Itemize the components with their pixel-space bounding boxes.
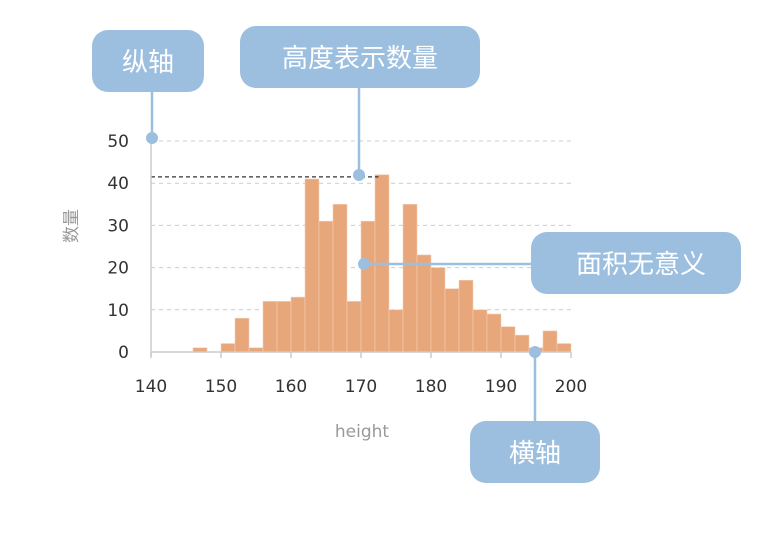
histogram-bar	[304, 178, 320, 353]
histogram-bar	[388, 309, 404, 353]
histogram-bar	[402, 204, 418, 353]
callout-y-axis-label: 纵轴	[122, 48, 174, 78]
x-tick-label: 140	[135, 377, 167, 397]
histogram-bar	[318, 220, 334, 353]
histogram-bar	[500, 326, 516, 353]
callout-y-axis: 纵轴	[92, 30, 204, 144]
callout-area-label: 面积无意义	[576, 250, 706, 280]
x-tick-label: 150	[205, 377, 237, 397]
callout-y-axis-dot	[146, 132, 158, 144]
x-tick-label: 180	[415, 377, 447, 397]
y-tick-label: 40	[107, 174, 129, 194]
callout-x-axis: 横轴	[470, 346, 600, 483]
histogram-bar	[458, 279, 474, 353]
histogram-bar	[262, 301, 278, 353]
histogram-bar	[220, 343, 236, 353]
x-tick-label: 190	[485, 377, 517, 397]
histogram-bar	[472, 309, 488, 353]
x-axis-title: height	[335, 422, 390, 442]
x-tick-labels: 140 150 160 170 180 190 200	[135, 377, 587, 397]
histogram-bar	[444, 288, 460, 353]
histogram-bar	[276, 301, 292, 353]
histogram-bar	[360, 220, 376, 353]
callout-bar-height-dot	[353, 169, 365, 181]
callout-bar-height-box	[240, 26, 480, 88]
histogram-bar	[416, 254, 432, 353]
y-tick-label: 50	[107, 132, 129, 152]
x-tick-label: 170	[345, 377, 377, 397]
histogram-bar	[332, 204, 348, 353]
callout-y-axis-box	[92, 30, 204, 92]
y-axis-title: 数量	[62, 209, 82, 243]
histogram-bar	[234, 317, 250, 353]
histogram-bar	[486, 313, 502, 353]
histogram-bar	[290, 296, 306, 353]
callout-bar-height: 高度表示数量	[240, 26, 480, 181]
callout-bar-height-label: 高度表示数量	[282, 44, 438, 74]
histogram-bars	[192, 174, 572, 353]
callout-x-axis-label: 横轴	[509, 439, 561, 469]
y-tick-label: 10	[107, 301, 129, 321]
histogram-bar	[556, 343, 572, 353]
y-tick-labels: 0 10 20 30 40 50	[107, 132, 129, 363]
callout-area-dot	[358, 258, 370, 270]
callout-x-axis-dot	[529, 346, 541, 358]
histogram-bar	[542, 330, 558, 353]
histogram-bar	[430, 267, 446, 353]
histogram-bar	[514, 334, 530, 353]
y-tick-label: 20	[107, 259, 129, 279]
callout-area: 面积无意义	[358, 232, 741, 294]
x-tick-label: 200	[555, 377, 587, 397]
axes	[150, 141, 572, 358]
callout-x-axis-box	[470, 421, 600, 483]
y-tick-label: 0	[118, 343, 129, 363]
callout-area-box	[531, 232, 741, 294]
histogram-bar	[346, 301, 362, 353]
x-tick-label: 160	[275, 377, 307, 397]
y-tick-label: 30	[107, 216, 129, 236]
